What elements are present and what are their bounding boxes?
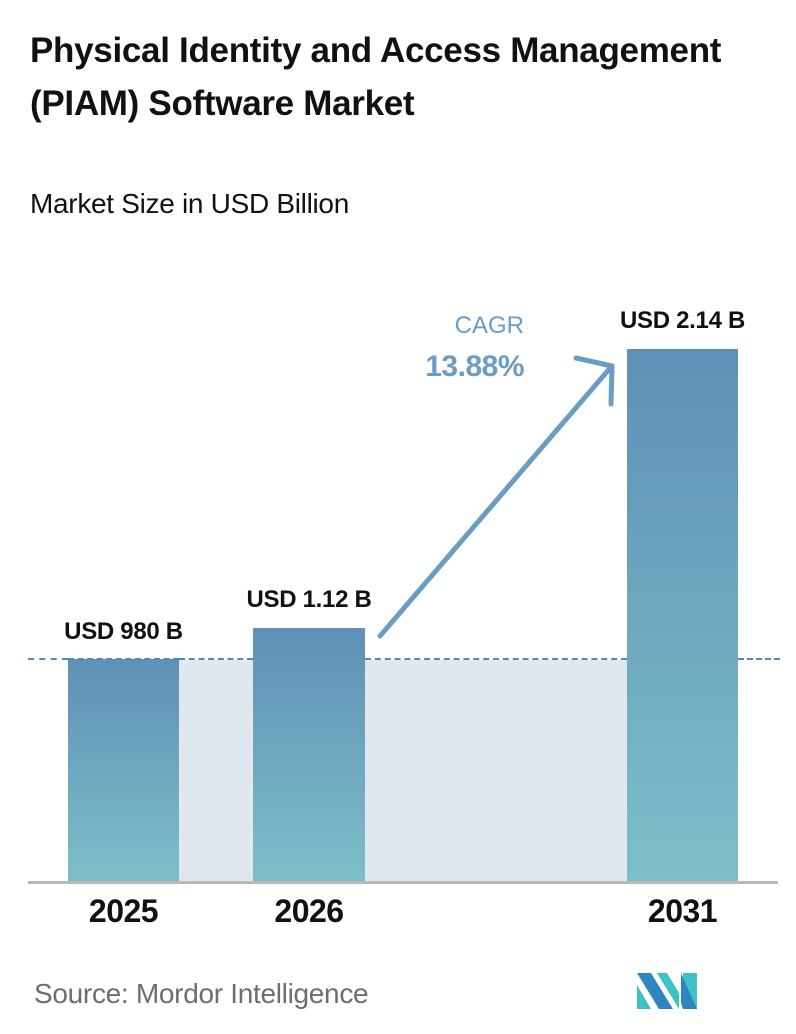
reference-dashed-line-gap: [179, 658, 253, 660]
source-caption: Source: Mordor Intelligence: [34, 978, 369, 1009]
reference-dashed-line-mid: [68, 658, 179, 660]
x-axis-baseline: [28, 881, 778, 884]
bar-2026: [253, 628, 365, 882]
mordor-intelligence-logo-icon: [637, 973, 697, 1009]
cagr-label: CAGR: [454, 312, 524, 339]
bar-value-label-2031: USD 2.14 B: [619, 307, 746, 334]
reference-dashed-line-right: [365, 658, 627, 660]
chart-title: Physical Identity and Access Management …: [30, 31, 722, 123]
bar-value-label-2026: USD 1.12 B: [246, 586, 372, 613]
bar-value-label-2025: USD 980 B: [64, 618, 183, 645]
x-axis-label-2031: 2031: [647, 893, 718, 929]
cagr-value: 13.88%: [425, 350, 524, 383]
bar-2025: [68, 659, 179, 882]
x-axis-label-2025: 2025: [88, 893, 159, 929]
x-axis-label-2026: 2026: [274, 893, 344, 929]
reference-dashed-line-end: [738, 658, 780, 660]
reference-dashed-line-left: [28, 658, 68, 660]
chart-subtitle: Market Size in USD Billion: [30, 188, 349, 219]
bar-2031: [627, 349, 738, 882]
